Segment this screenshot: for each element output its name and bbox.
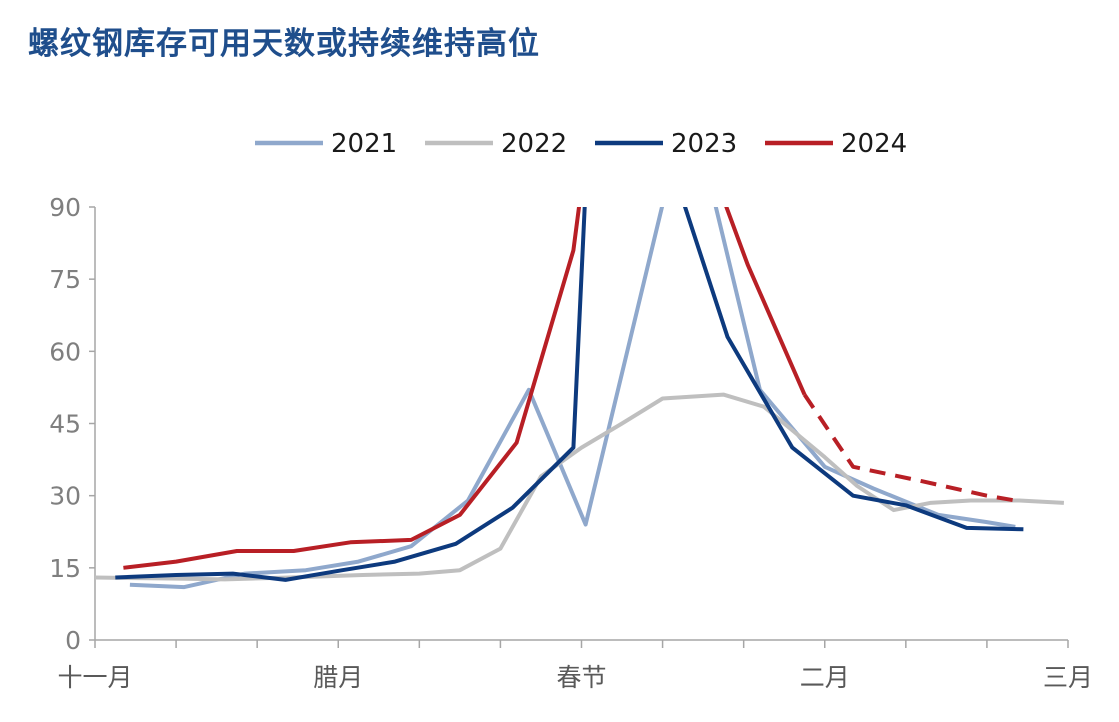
legend-label-2024: 2024: [841, 129, 907, 159]
series-line-2023: [115, 207, 1024, 582]
y-tick-label: 90: [49, 193, 81, 222]
series-group: [95, 207, 1065, 590]
x-axis: 十一月 腊月 春节 二月 三月: [57, 639, 1093, 692]
x-tick-label: 二月: [800, 663, 850, 692]
y-axis: 0 15 30 45 60 75 90: [49, 193, 96, 655]
series-forecast-line-2024: [802, 393, 1016, 503]
legend-label-2023: 2023: [671, 129, 737, 159]
x-tick-label: 腊月: [313, 663, 363, 692]
y-tick-label: 75: [49, 265, 81, 294]
y-tick-label: 15: [49, 554, 81, 583]
y-tick-label: 0: [65, 626, 81, 655]
y-tick-label: 45: [49, 410, 81, 439]
series-line-2024: [123, 207, 807, 570]
series-line-2021: [129, 207, 1016, 590]
y-tick-label: 30: [49, 482, 81, 511]
legend-label-2022: 2022: [501, 129, 567, 159]
x-tick-label: 春节: [556, 663, 606, 692]
chart-title: 螺纹钢库存可用天数或持续维持高位: [28, 26, 540, 62]
y-tick-label: 60: [49, 337, 81, 366]
x-tick-label: 三月: [1043, 663, 1093, 692]
legend-label-2021: 2021: [331, 129, 397, 159]
x-tick-label: 十一月: [57, 663, 132, 692]
legend: 2021 2022 2023 2024: [255, 129, 907, 159]
